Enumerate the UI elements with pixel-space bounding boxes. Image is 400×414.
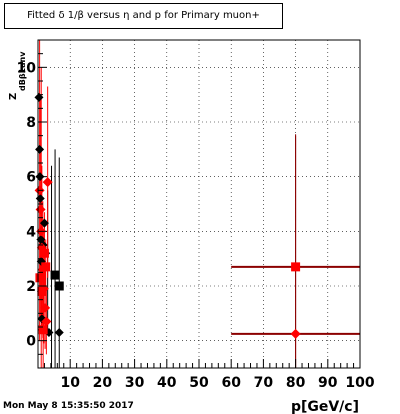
timestamp: Mon May 8 15:35:50 2017 bbox=[3, 401, 134, 411]
black-square-point bbox=[54, 281, 64, 291]
black-square-point bbox=[50, 270, 60, 280]
x-tick-label: 70 bbox=[254, 375, 274, 391]
y-tick-label: 8 bbox=[26, 115, 36, 131]
black-diamond-point bbox=[35, 194, 45, 204]
y-tick-label: 2 bbox=[26, 279, 36, 295]
x-tick-label: 80 bbox=[286, 375, 306, 391]
red-square-point bbox=[291, 262, 301, 272]
y-axis-label-subscript: dBβ1anv bbox=[18, 51, 27, 91]
data-series bbox=[34, 40, 360, 368]
red-square-point bbox=[37, 286, 47, 296]
x-tick-label: 20 bbox=[93, 375, 113, 391]
red-square-point bbox=[39, 248, 49, 258]
chart-title: Fitted δ 1/β versus η and p for Primary … bbox=[27, 10, 260, 21]
red-diamond-point bbox=[40, 302, 51, 313]
red-square-point bbox=[38, 325, 48, 335]
red-diamond-point bbox=[290, 328, 301, 339]
x-tick-label: 40 bbox=[157, 375, 177, 391]
x-tick-label: 50 bbox=[189, 375, 209, 391]
x-tick-label: 100 bbox=[345, 375, 374, 391]
y-axis-label-group: Z dBβ1anv bbox=[8, 51, 27, 100]
title-box: Fitted δ 1/β versus η and p for Primary … bbox=[4, 3, 283, 29]
y-tick-label: 4 bbox=[26, 224, 36, 240]
y-axis-label: Z bbox=[8, 93, 19, 100]
axes: 10 20 30 40 50 60 70 80 90 100 0 2 4 6 8 10 bbox=[17, 39, 375, 391]
red-diamond-point bbox=[41, 316, 52, 327]
x-tick-label: 60 bbox=[221, 375, 241, 391]
red-diamond-point bbox=[42, 177, 53, 188]
y-tick-label: 10 bbox=[17, 60, 37, 76]
y-tick-label: 0 bbox=[26, 334, 36, 350]
x-tick-label: 90 bbox=[318, 375, 338, 391]
black-diamond-point bbox=[39, 218, 49, 228]
grid bbox=[38, 40, 360, 368]
y-tick-label: 6 bbox=[26, 170, 36, 186]
red-square-point bbox=[35, 273, 45, 283]
x-tick-label: 30 bbox=[125, 375, 145, 391]
x-tick-label: 10 bbox=[60, 375, 80, 391]
red-square-point bbox=[41, 262, 51, 272]
x-axis-label: p[GeV/c] bbox=[291, 399, 359, 414]
black-diamond-point bbox=[54, 327, 64, 337]
